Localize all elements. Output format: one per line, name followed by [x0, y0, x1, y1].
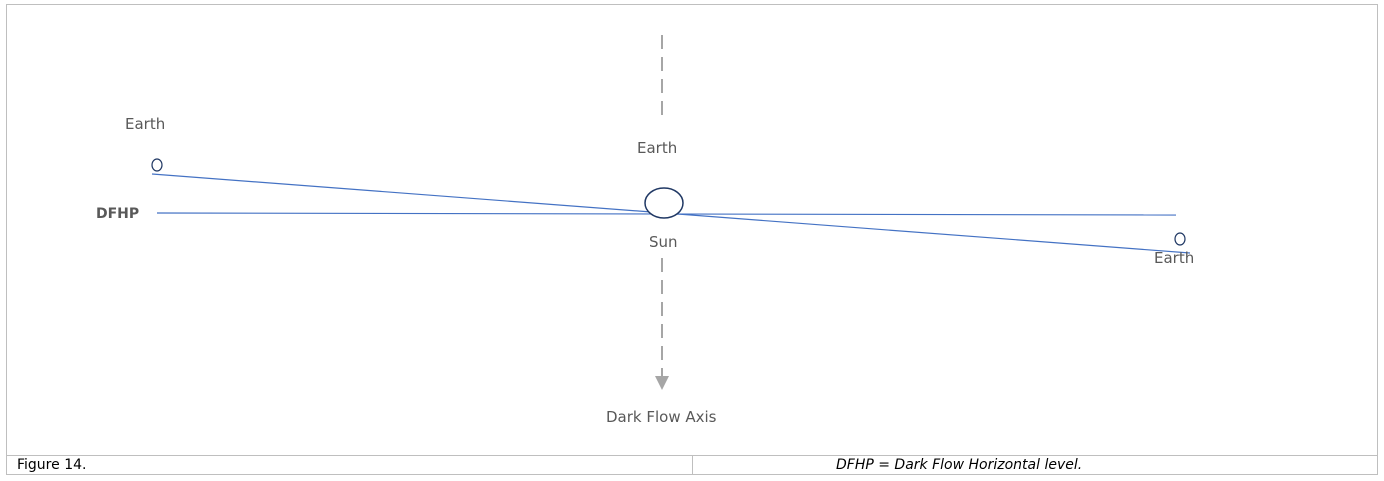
dfhp-label: DFHP: [96, 206, 140, 222]
sun-circle: [644, 187, 684, 219]
figure-caption: Figure 14.: [17, 457, 87, 473]
earth-top-label: Earth: [637, 139, 678, 157]
earth-right-circle: [1174, 232, 1186, 246]
earth-left-label: Earth: [125, 115, 166, 133]
caption-divider: [692, 455, 693, 475]
figure-frame: [6, 4, 1378, 475]
dfhp-definition: DFHP = Dark Flow Horizontal level.: [836, 457, 1083, 473]
dark-flow-axis-arrowhead: [655, 376, 669, 390]
dark-flow-axis-label: Dark Flow Axis: [606, 408, 717, 426]
earth-right-label: Earth: [1154, 249, 1195, 267]
sun-label: Sun: [649, 233, 678, 251]
earth-left-circle: [151, 158, 163, 172]
